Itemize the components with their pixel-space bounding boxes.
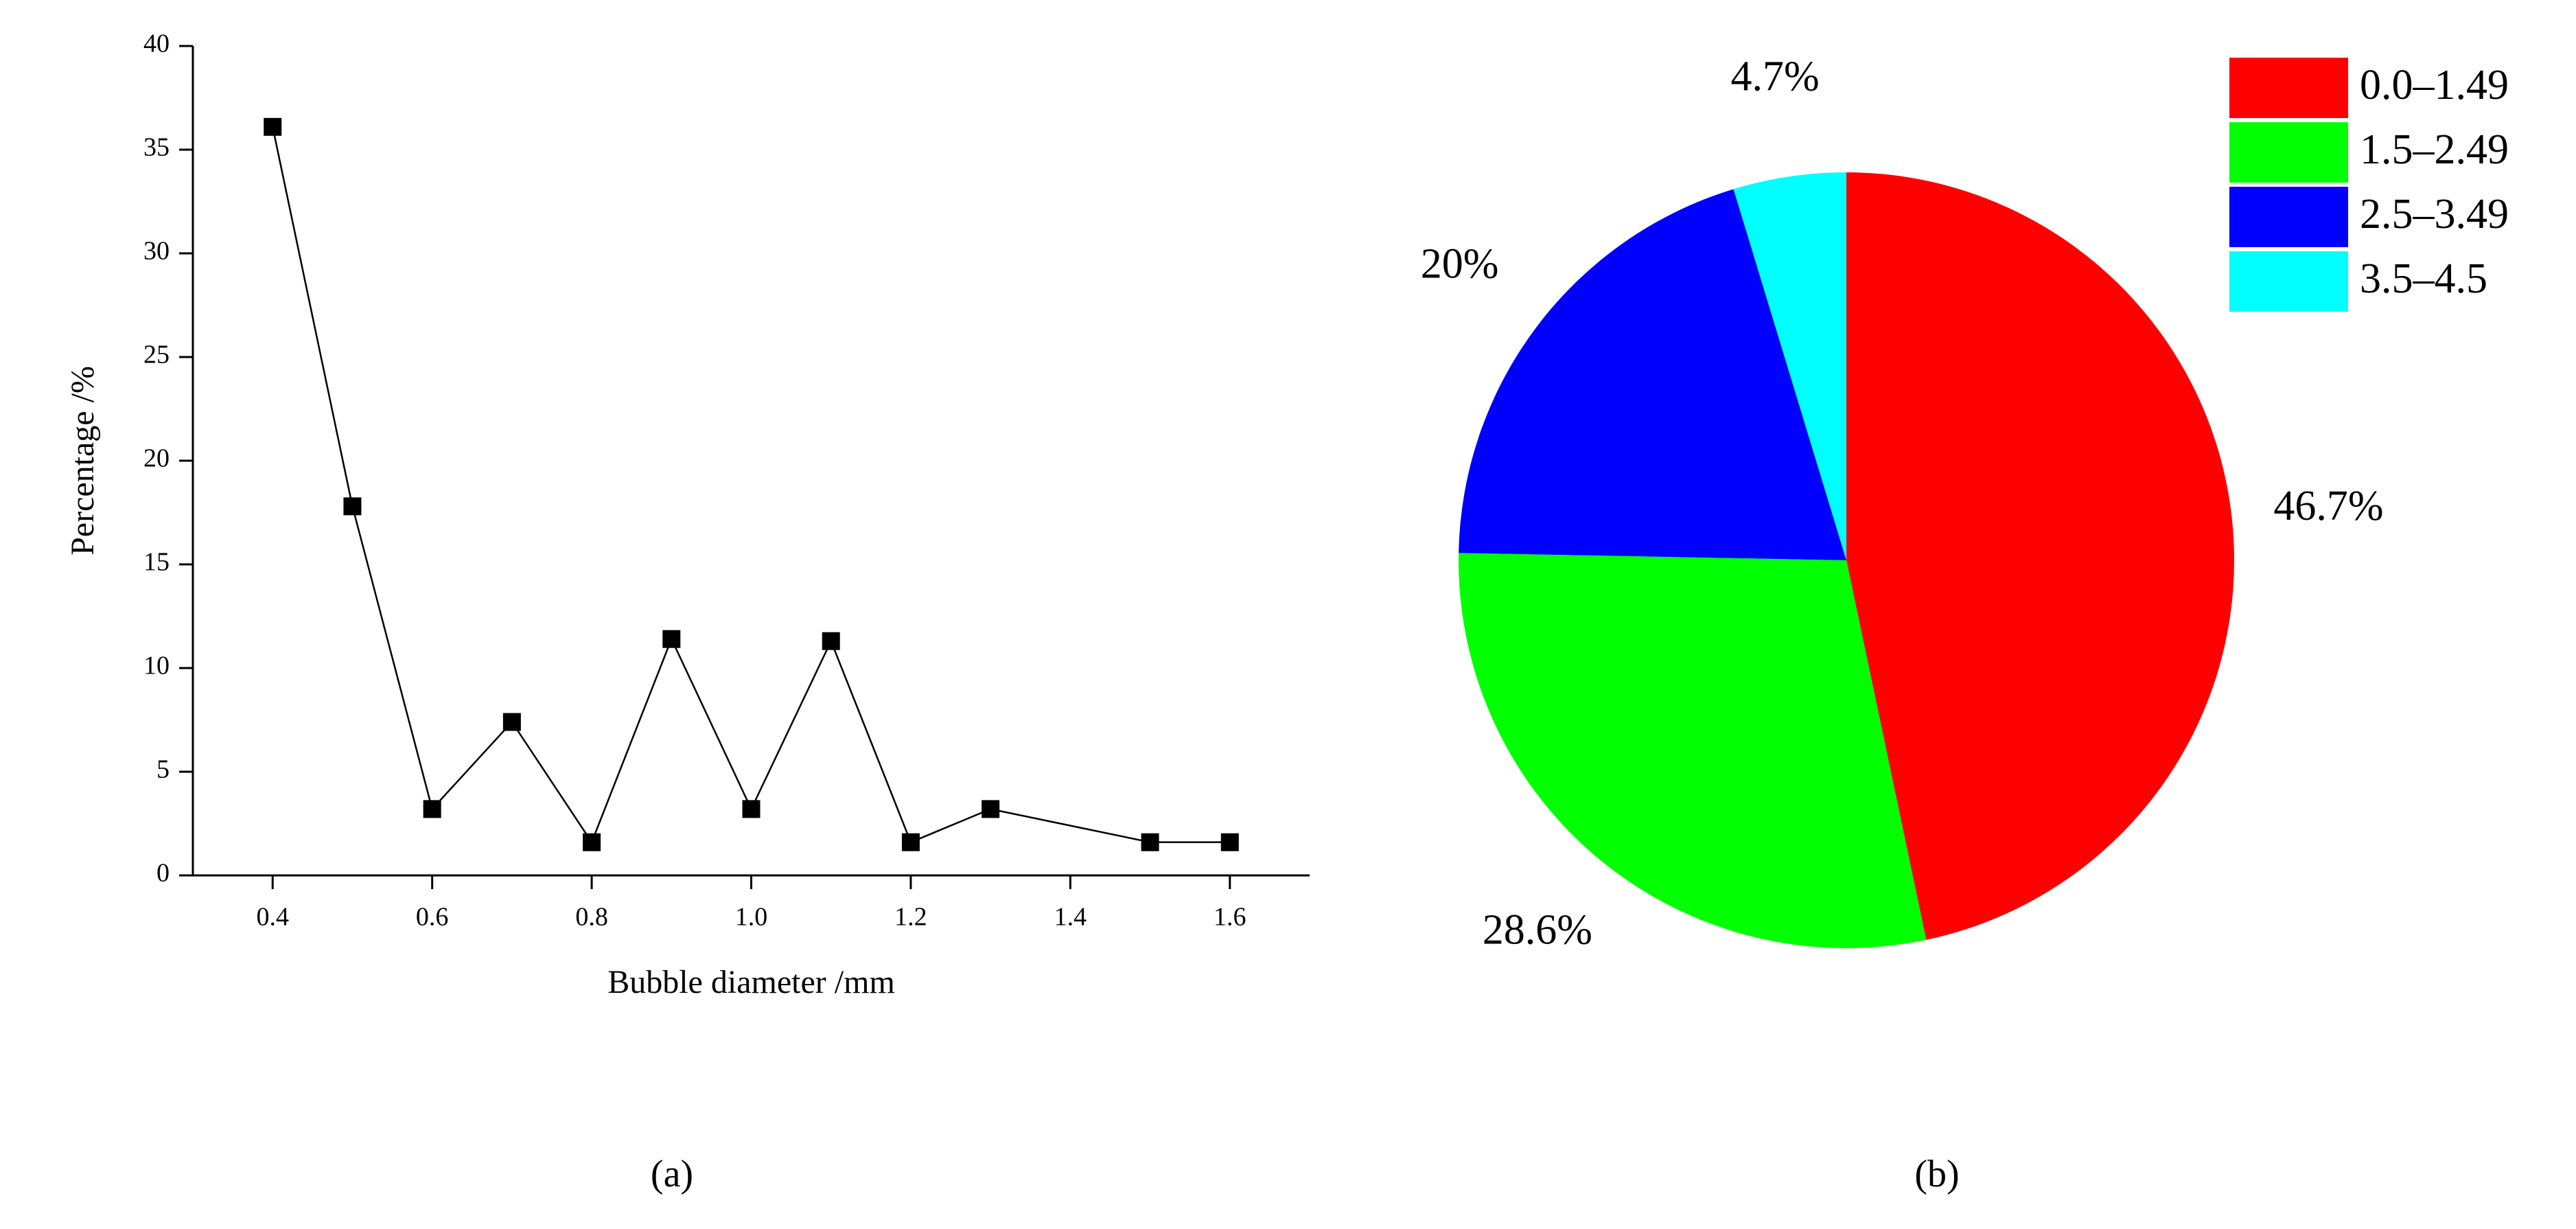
legend-swatch [2229, 187, 2348, 247]
y-tick-label: 35 [143, 133, 170, 162]
data-point [742, 800, 761, 818]
pie-slice [1733, 172, 1846, 560]
x-tick-label: 1.0 [735, 903, 768, 932]
data-point [1220, 833, 1239, 851]
x-tick-label: 1.2 [894, 903, 927, 932]
y-tick-label: 25 [143, 341, 170, 369]
y-tick-label: 40 [143, 30, 170, 58]
y-tick-label: 5 [156, 755, 170, 784]
data-point [502, 713, 521, 731]
data-point [264, 117, 282, 136]
pie-label: 4.7% [1731, 54, 1820, 100]
data-point [343, 497, 362, 516]
data-point [423, 800, 441, 818]
legend-swatch [2229, 58, 2348, 118]
pie-label: 46.7% [2273, 483, 2383, 529]
data-point [583, 833, 601, 851]
pie-label: 20% [1421, 240, 1499, 287]
legend-label: 2.5–3.49 [2360, 191, 2509, 238]
y-tick-label: 20 [143, 444, 170, 473]
y-tick-label: 15 [143, 548, 170, 577]
pie-label: 28.6% [1483, 906, 1592, 953]
x-tick-label: 1.4 [1054, 903, 1087, 932]
x-axis-label: Bubble diameter /mm [607, 964, 895, 1000]
x-tick-label: 1.6 [1214, 903, 1246, 932]
y-tick-label: 30 [143, 237, 170, 266]
caption: (a) [651, 1153, 693, 1195]
y-tick-label: 10 [143, 652, 170, 680]
x-tick-label: 0.4 [256, 903, 289, 932]
data-point [1141, 833, 1159, 851]
pie-slice [1846, 172, 2234, 940]
data-point [822, 632, 840, 650]
pie-slice [1459, 553, 1927, 948]
pie-slice [1459, 189, 1846, 560]
legend-label: 0.0–1.49 [2360, 62, 2509, 108]
data-point [982, 800, 1000, 818]
legend-label: 3.5–4.5 [2360, 255, 2487, 302]
y-axis-label: Percentage /% [65, 366, 101, 555]
data-line [271, 126, 1230, 845]
y-tick-label: 0 [156, 859, 170, 888]
data-point [901, 833, 920, 851]
legend-label: 1.5–2.49 [2360, 126, 2509, 173]
caption: (b) [1914, 1153, 1959, 1195]
data-point [662, 630, 681, 648]
legend-swatch [2229, 251, 2348, 312]
legend-swatch [2229, 122, 2348, 183]
x-tick-label: 0.6 [416, 903, 449, 932]
x-tick-label: 0.8 [575, 903, 608, 932]
